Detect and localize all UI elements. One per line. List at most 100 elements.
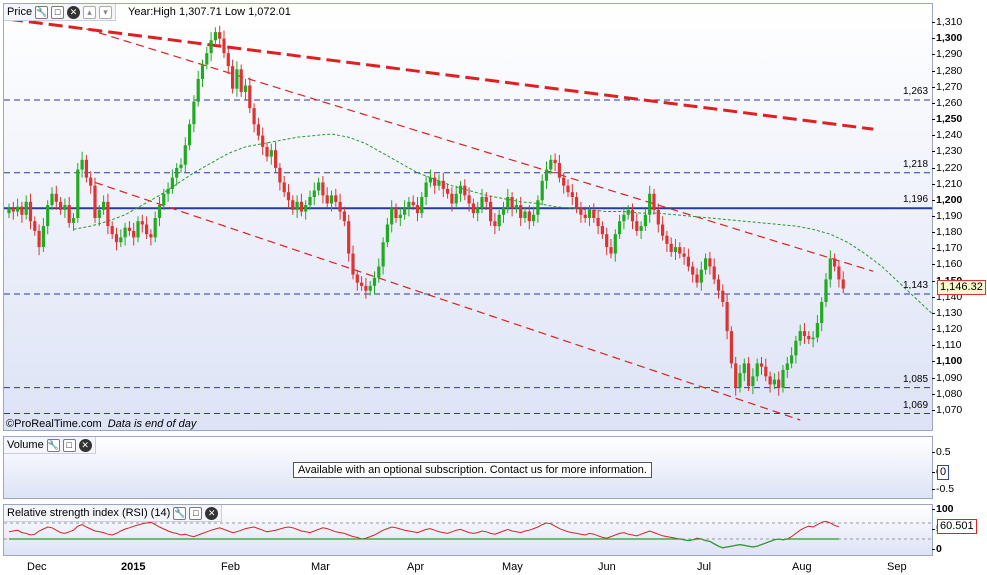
candle: [278, 167, 282, 183]
wrench-icon[interactable]: 🔧: [46, 438, 60, 452]
price-tick-label: 1,260: [931, 96, 963, 109]
candle: [725, 302, 729, 332]
price-tick-label: 1,240: [931, 129, 963, 142]
move-down-icon[interactable]: ▾: [99, 5, 113, 19]
maximize-icon[interactable]: □: [62, 438, 76, 452]
candle: [553, 159, 557, 164]
candle: [71, 218, 76, 223]
candle: [11, 208, 15, 212]
candle: [493, 221, 497, 227]
candle: [815, 323, 819, 338]
candle: [41, 226, 45, 248]
rsi-oversold-fill: [9, 538, 839, 549]
candle: [463, 185, 467, 196]
candle: [785, 363, 789, 370]
candle: [798, 331, 802, 341]
candle: [231, 66, 235, 89]
candle: [519, 205, 523, 218]
candle: [704, 258, 708, 270]
candle: [123, 227, 127, 238]
price-tick-label: 1,110: [932, 339, 962, 352]
candle: [811, 337, 815, 340]
price-tick-label: 1,290: [931, 48, 963, 61]
candle: [295, 201, 299, 210]
price-panel[interactable]: Price 🔧 □ ✕ ▴ ▾ Year:High 1,307.71 Low 1…: [3, 3, 933, 431]
candle: [317, 182, 321, 191]
candle: [446, 188, 450, 194]
candle: [501, 208, 506, 215]
volume-y-axis: 0.50-0.50: [931, 436, 987, 499]
candle: [454, 193, 458, 204]
candle: [686, 256, 690, 267]
candle: [235, 69, 239, 89]
close-icon[interactable]: ✕: [205, 506, 219, 520]
candle: [312, 190, 316, 197]
maximize-icon[interactable]: □: [51, 5, 65, 19]
level-label: 1,196: [903, 194, 929, 206]
candle: [89, 177, 93, 186]
x-axis-label: Jun: [598, 561, 616, 573]
candle: [24, 201, 28, 215]
x-axis-label: Feb: [221, 561, 240, 573]
close-icon[interactable]: ✕: [67, 5, 81, 19]
candle: [385, 224, 389, 243]
candle: [192, 101, 196, 125]
candle: [527, 211, 531, 222]
candle: [50, 193, 54, 206]
candle: [600, 226, 604, 235]
candle: [368, 285, 372, 291]
candle: [222, 38, 226, 54]
candle: [291, 200, 295, 210]
level-label: 1,143: [903, 279, 929, 291]
candle: [424, 182, 428, 197]
candle: [166, 188, 170, 194]
candle: [179, 164, 183, 168]
volume-panel-header: Volume 🔧 □ ✕: [4, 437, 96, 454]
candle: [622, 214, 626, 222]
price-y-axis: 1,310 1,300 1,290 1,280 1,270 1,260 1,250 1,240…: [931, 3, 987, 431]
wrench-icon[interactable]: 🔧: [173, 506, 187, 520]
candle: [183, 145, 187, 165]
candle: [583, 214, 587, 218]
candle: [261, 135, 265, 147]
candle: [643, 214, 647, 227]
candle: [609, 247, 613, 254]
candle: [596, 218, 600, 227]
rsi-panel[interactable]: Relative strength index (RSI) (14) 🔧 □ ✕: [3, 504, 933, 556]
candle: [476, 208, 480, 214]
candle: [661, 224, 665, 236]
candle: [613, 234, 617, 254]
price-tick-label: 1,210: [931, 177, 963, 190]
candle: [381, 242, 385, 267]
candle: [536, 200, 540, 215]
candle: [678, 247, 682, 254]
candle: [742, 363, 746, 374]
candle: [523, 211, 527, 218]
candle: [325, 195, 329, 204]
candle: [274, 150, 278, 168]
candle: [540, 180, 544, 201]
subscription-notice[interactable]: Available with an optional subscription.…: [293, 462, 652, 478]
x-axis-label: Mar: [311, 561, 330, 573]
price-tick-label: 1,300: [931, 32, 963, 45]
move-up-icon[interactable]: ▴: [83, 5, 97, 19]
maximize-icon[interactable]: □: [189, 506, 203, 520]
wrench-icon[interactable]: 🔧: [35, 5, 49, 19]
candle: [790, 355, 794, 364]
candle: [63, 205, 67, 210]
volume-panel[interactable]: Volume 🔧 □ ✕ Available with an optional …: [3, 436, 933, 499]
candle: [342, 211, 346, 222]
candle: [497, 214, 501, 227]
close-icon[interactable]: ✕: [78, 438, 92, 452]
candle: [415, 205, 420, 214]
candle: [639, 226, 643, 231]
candle: [575, 196, 579, 209]
candle: [256, 124, 260, 136]
candle: [802, 331, 807, 336]
price-tick-label: 1,250: [931, 113, 963, 126]
candle: [562, 177, 566, 186]
rsi-panel-header: Relative strength index (RSI) (14) 🔧 □ ✕: [4, 505, 223, 522]
candle: [549, 159, 553, 170]
candle: [747, 363, 751, 387]
candle: [841, 279, 845, 289]
